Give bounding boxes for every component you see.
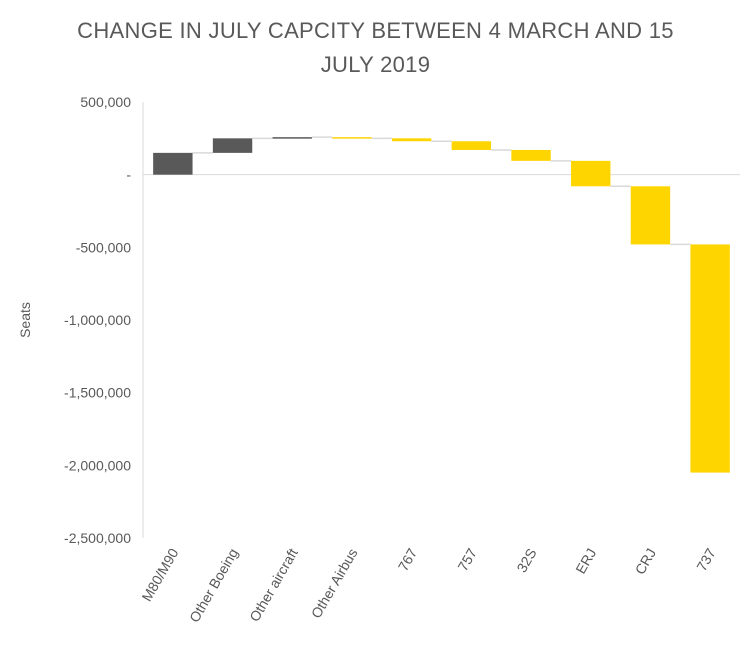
x-tick-label: Other aircraft bbox=[246, 545, 301, 624]
y-tick-label: -500,000 bbox=[76, 239, 131, 255]
bar bbox=[272, 137, 312, 139]
x-tick-label: 767 bbox=[395, 545, 421, 573]
bar bbox=[630, 186, 671, 245]
chart-title-line-2: JULY 2019 bbox=[320, 52, 431, 77]
x-tick-label: Other Boeing bbox=[186, 546, 241, 625]
chart-title: CHANGE IN JULY CAPCITY BETWEEN 4 MARCH A… bbox=[20, 14, 731, 82]
x-tick-label: 32S bbox=[513, 546, 539, 576]
bar bbox=[153, 152, 193, 175]
bar bbox=[511, 149, 551, 161]
y-tick-label: -2,500,000 bbox=[64, 530, 131, 546]
x-tick-label: 757 bbox=[454, 545, 480, 573]
x-tick-label: CRJ bbox=[632, 546, 659, 578]
y-tick-label: -2,000,000 bbox=[64, 457, 131, 473]
y-tick-label: 500,000 bbox=[80, 94, 131, 110]
x-tick-label: ERJ bbox=[572, 546, 599, 577]
y-axis-title: Seats bbox=[17, 302, 33, 338]
bar bbox=[451, 141, 492, 150]
bar bbox=[391, 138, 432, 142]
y-tick-label: - bbox=[126, 167, 131, 183]
bar bbox=[332, 137, 372, 139]
x-tick-label: 737 bbox=[693, 545, 719, 573]
bar bbox=[690, 244, 730, 473]
y-tick-label: -1,000,000 bbox=[64, 312, 131, 328]
y-tick-label: -1,500,000 bbox=[64, 385, 131, 401]
x-tick-label: Other Airbus bbox=[308, 546, 361, 621]
x-tick-label: M80/M90 bbox=[138, 545, 181, 604]
bar bbox=[571, 160, 611, 187]
bar bbox=[212, 138, 253, 153]
chart-title-line-1: CHANGE IN JULY CAPCITY BETWEEN 4 MARCH A… bbox=[77, 18, 674, 43]
